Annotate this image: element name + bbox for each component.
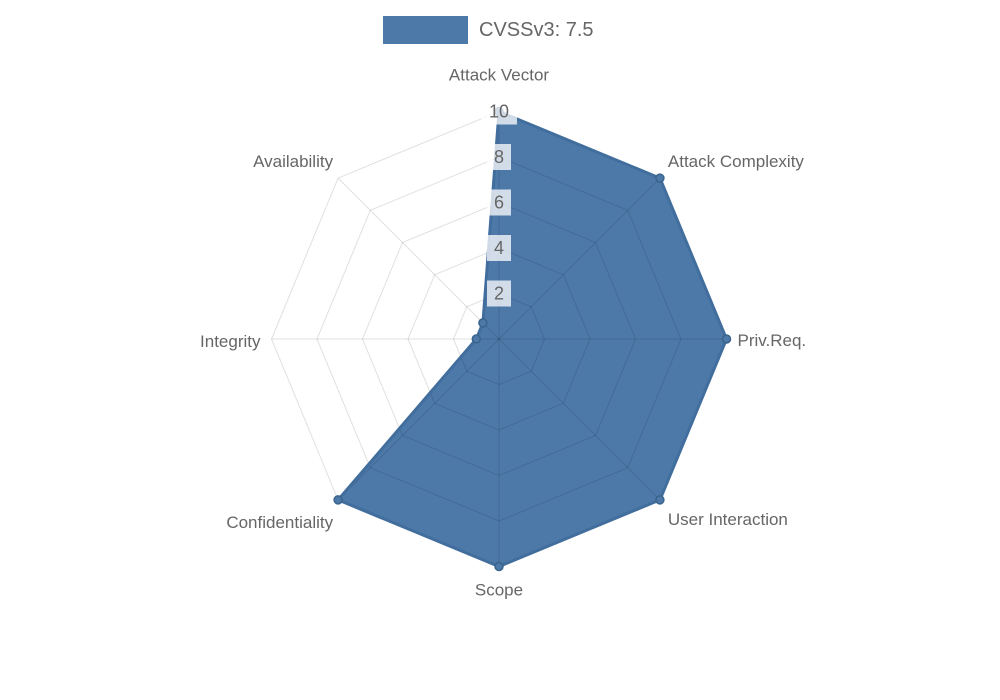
- axis-label: Confidentiality: [226, 513, 333, 532]
- grid-spoke: [337, 338, 500, 501]
- tick-label: 8: [494, 147, 504, 167]
- tick-backdrop: [487, 280, 511, 307]
- grid-spoke: [337, 177, 500, 340]
- data-point-marker: [655, 173, 665, 183]
- data-point-marker: [721, 334, 732, 344]
- radar-series-fill: [338, 111, 727, 567]
- tick-label: 6: [494, 193, 504, 213]
- data-point-marker: [478, 318, 488, 328]
- tick-label: 2: [494, 284, 504, 304]
- axis-label: Attack Vector: [449, 66, 549, 85]
- legend-label: CVSSv3: 7.5: [479, 19, 594, 41]
- axis-label: Integrity: [200, 332, 261, 351]
- data-point-marker: [655, 495, 665, 505]
- grid-ring: [407, 247, 591, 431]
- tick-label: 10: [489, 102, 509, 122]
- data-point-marker: [471, 334, 482, 344]
- grid-ring: [316, 156, 682, 522]
- grid-ring: [361, 201, 637, 477]
- data-point-marker: [494, 561, 504, 572]
- grid-ring: [452, 292, 546, 386]
- tick-backdrop: [481, 98, 517, 125]
- tick-backdrop: [487, 189, 511, 216]
- grid-spoke: [498, 338, 661, 501]
- legend-item[interactable]: CVSSv3: 7.5: [383, 16, 594, 44]
- axis-label: Attack Complexity: [668, 152, 805, 171]
- data-point-marker: [333, 495, 343, 505]
- tick-label: 4: [494, 238, 504, 258]
- axis-label: Priv.Req.: [738, 331, 807, 350]
- legend-swatch-icon: [383, 16, 468, 44]
- tick-backdrop: [487, 144, 511, 170]
- axis-label: Scope: [475, 581, 523, 600]
- grid-spoke: [498, 177, 661, 340]
- axis-label: User Interaction: [668, 510, 788, 529]
- tick-backdrop: [487, 235, 511, 261]
- axis-label: Availability: [253, 152, 334, 171]
